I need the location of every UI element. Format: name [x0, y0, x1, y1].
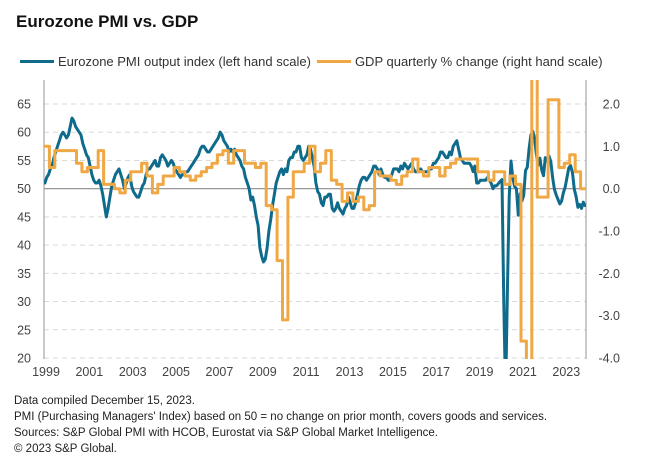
footer-date-note: Data compiled December 15, 2023. — [14, 395, 195, 407]
right-tick-label: 1.0 — [603, 140, 620, 154]
left-tick-label: 40 — [17, 239, 31, 253]
series-line-gdp — [44, 80, 586, 359]
left-tick-label: 25 — [17, 323, 31, 337]
legend-swatch-gdp — [316, 60, 351, 63]
footer-copyright: © 2023 S&P Global. — [14, 443, 117, 455]
left-tick-label: 55 — [17, 154, 31, 168]
left-tick-label: 60 — [17, 126, 31, 140]
x-tick-label: 2009 — [249, 365, 277, 379]
x-tick-label: 2023 — [552, 365, 580, 379]
x-tick-label: 2001 — [75, 365, 103, 379]
right-tick-label: -1.0 — [598, 225, 620, 239]
x-tick-label: 2021 — [509, 365, 537, 379]
x-tick-label: 1999 — [32, 365, 60, 379]
left-tick-label: 30 — [17, 295, 31, 309]
footer-pmi-note: PMI (Purchasing Managers' Index) based o… — [14, 411, 548, 423]
legend-item-pmi: Eurozone PMI output index (left hand sca… — [20, 54, 311, 69]
x-axis-ticks: 1999 2001 2003 2005 2007 2009 2011 2013 2015 2017… — [32, 365, 580, 379]
x-tick-label: 2011 — [293, 365, 320, 379]
chart-footer: Data compiled December 15, 2023. PMI (Pu… — [14, 393, 547, 457]
right-tick-label: -3.0 — [598, 309, 620, 323]
right-tick-label: 0.0 — [603, 182, 620, 196]
footer-sources: Sources: S&P Global PMI with HCOB, Euros… — [14, 427, 438, 439]
legend-label-gdp: GDP quarterly % change (right hand scale… — [354, 54, 603, 69]
right-axis-ticks: -4.0 -3.0 -2.0 -1.0 0.0 1.0 2.0 — [598, 98, 620, 366]
legend-label-pmi: Eurozone PMI output index (left hand sca… — [58, 54, 311, 69]
x-tick-label: 2013 — [336, 365, 364, 379]
x-tick-label: 2017 — [422, 365, 450, 379]
left-tick-label: 20 — [17, 352, 31, 366]
series-group — [44, 80, 586, 359]
right-tick-label: -4.0 — [598, 352, 620, 366]
left-axis-ticks: 20 25 30 35 40 45 50 55 60 65 — [17, 98, 31, 366]
x-tick-label: 2015 — [379, 365, 407, 379]
left-tick-label: 35 — [17, 267, 31, 281]
left-tick-label: 50 — [17, 182, 31, 196]
x-tick-label: 2005 — [162, 365, 190, 379]
legend-item-gdp: GDP quarterly % change (right hand scale… — [316, 54, 603, 69]
x-tick-label: 2019 — [466, 365, 494, 379]
chart-legend: Eurozone PMI output index (left hand sca… — [20, 54, 603, 69]
axes — [43, 80, 587, 359]
right-tick-label: 2.0 — [603, 98, 620, 112]
chart-title: Eurozone PMI vs. GDP — [16, 12, 199, 31]
x-tick-label: 2007 — [206, 365, 234, 379]
legend-swatch-pmi — [20, 60, 54, 63]
left-tick-label: 65 — [17, 98, 31, 112]
right-tick-label: -2.0 — [598, 267, 620, 281]
left-tick-label: 45 — [17, 210, 31, 224]
series-line-pmi — [44, 116, 586, 359]
x-tick-label: 2003 — [119, 365, 147, 379]
